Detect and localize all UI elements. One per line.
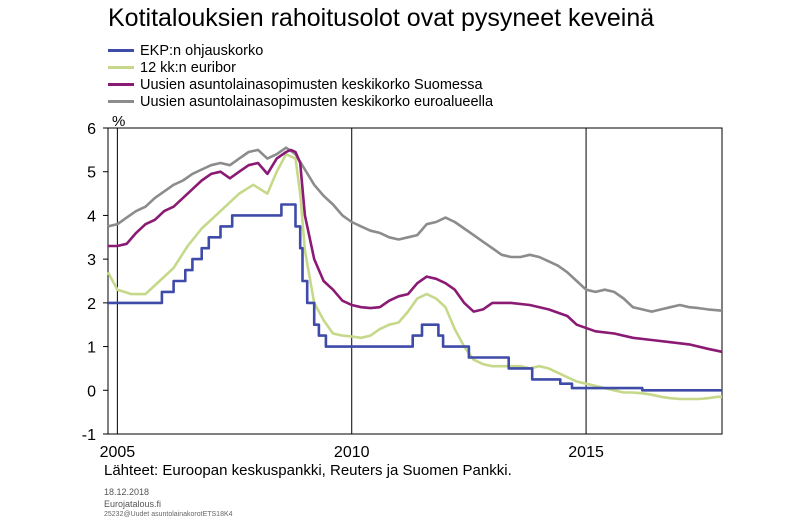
y-tick-label: 0 [87, 383, 96, 400]
line-chart: -1 0 1 2 3 4 5 6 % 2005 2010 2015 [82, 113, 723, 460]
y-tick-label: 6 [87, 121, 96, 138]
chart-title: Kotitalouksien rahoitusolot ovat pysynee… [108, 4, 655, 32]
y-tick-label: 2 [87, 296, 96, 313]
footer-site: Eurojatalous.fi [104, 499, 162, 509]
legend-label-ekp: EKP:n ohjauskorko [140, 42, 264, 59]
y-tick-label: 5 [87, 165, 96, 182]
y-tick-label: 3 [87, 252, 96, 269]
legend-swatch-suomi [108, 83, 134, 86]
legend-item-euribor: 12 kk:n euribor [108, 59, 493, 76]
plot-frame [107, 127, 723, 435]
legend-swatch-ekp [108, 49, 134, 52]
y-axis-unit: % [112, 113, 125, 130]
legend-item-euroalue: Uusien asuntolainasopimusten keskikorko … [108, 93, 493, 110]
x-tick-label: 2010 [334, 444, 370, 460]
legend-swatch-euroalue [108, 100, 134, 103]
x-tick-label: 2005 [100, 444, 136, 460]
series-line-0 [108, 203, 722, 392]
series-line-3 [107, 146, 723, 313]
y-tick-label: 1 [87, 340, 96, 357]
footer-date: 18.12.2018 [104, 487, 150, 497]
legend-item-suomi: Uusien asuntolainasopimusten keskikorko … [108, 76, 493, 93]
legend-label-euroalue: Uusien asuntolainasopimusten keskikorko … [140, 93, 494, 110]
legend-item-ekp: EKP:n ohjauskorko [108, 42, 493, 59]
footer-code: 25232@Uudet asuntolainakorotETS18K4 [104, 511, 233, 518]
x-tick-label: 2015 [568, 444, 604, 460]
y-tick-label: 4 [87, 208, 96, 225]
legend-swatch-euribor [108, 66, 134, 69]
legend-label-suomi: Uusien asuntolainasopimusten keskikorko … [140, 76, 483, 93]
series-line-1 [106, 152, 722, 401]
series-line-2 [108, 148, 723, 354]
legend: EKP:n ohjauskorko 12 kk:n euribor Uusien… [108, 42, 493, 110]
source-note: Lähteet: Euroopan keskuspankki, Reuters … [104, 462, 512, 479]
legend-label-euribor: 12 kk:n euribor [140, 59, 236, 76]
y-tick-label: -1 [82, 427, 96, 444]
